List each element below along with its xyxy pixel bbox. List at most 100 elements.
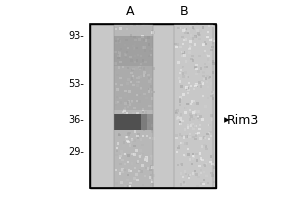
Bar (124, 121, 126, 123)
Bar (204, 164, 206, 167)
Bar (116, 150, 119, 152)
Bar (134, 177, 136, 180)
Bar (132, 117, 134, 120)
Bar (130, 72, 133, 74)
Bar (205, 163, 207, 165)
Bar (183, 136, 185, 139)
Bar (199, 115, 202, 118)
Bar (210, 82, 212, 85)
Bar (179, 117, 182, 119)
Bar (147, 167, 149, 170)
Bar (136, 113, 138, 115)
Bar (142, 153, 144, 156)
Bar (121, 168, 124, 171)
Bar (150, 174, 152, 176)
Bar (203, 67, 206, 70)
Bar (127, 154, 130, 157)
Bar (205, 148, 208, 150)
Bar (208, 24, 210, 27)
Bar (124, 113, 126, 115)
Bar (188, 103, 190, 105)
Bar (130, 81, 132, 83)
Bar (119, 77, 122, 79)
Bar (117, 57, 120, 59)
Bar (177, 116, 179, 119)
Bar (142, 135, 144, 137)
Bar (145, 167, 147, 169)
Bar (189, 109, 191, 111)
Bar (127, 174, 129, 176)
Bar (142, 108, 144, 111)
Bar (199, 124, 202, 126)
Text: 93-: 93- (68, 31, 84, 41)
Bar (199, 81, 201, 84)
Bar (139, 169, 141, 172)
Bar (187, 126, 189, 129)
Bar (188, 177, 190, 179)
Bar (151, 179, 154, 181)
Bar (194, 35, 197, 38)
Bar (206, 35, 209, 37)
Bar (212, 46, 214, 48)
Bar (211, 118, 213, 121)
Bar (187, 89, 189, 91)
Bar (188, 136, 191, 138)
Bar (195, 64, 198, 66)
Bar (134, 107, 136, 109)
Bar (125, 138, 128, 140)
Bar (148, 55, 150, 57)
Bar (189, 158, 191, 161)
Bar (128, 23, 130, 26)
Bar (120, 101, 122, 104)
Bar (184, 183, 186, 185)
Bar (132, 119, 135, 121)
Bar (153, 67, 155, 70)
Bar (119, 54, 122, 57)
Bar (179, 98, 181, 101)
Bar (142, 154, 144, 156)
Bar (124, 44, 126, 46)
Bar (131, 153, 134, 155)
Bar (115, 125, 117, 127)
Bar (202, 159, 204, 161)
Bar (197, 176, 200, 178)
Bar (144, 157, 147, 159)
Bar (190, 115, 193, 118)
Bar (175, 43, 177, 45)
Bar (192, 155, 194, 157)
Bar (143, 46, 146, 49)
Bar (136, 162, 139, 164)
Bar (206, 81, 208, 83)
Bar (184, 155, 186, 157)
Bar (180, 119, 182, 121)
Bar (115, 104, 117, 106)
Bar (194, 125, 197, 127)
Bar (201, 118, 203, 121)
Bar (208, 61, 211, 63)
Bar (179, 96, 182, 99)
Bar (204, 41, 206, 43)
Bar (194, 138, 197, 140)
Bar (116, 101, 118, 104)
Bar (189, 174, 191, 176)
Bar (190, 58, 193, 60)
Bar (179, 123, 182, 125)
Bar (137, 54, 140, 56)
Bar (124, 53, 126, 56)
Bar (122, 153, 124, 155)
Text: 36-: 36- (68, 115, 84, 125)
Bar (131, 100, 133, 102)
Bar (196, 22, 198, 25)
Bar (202, 82, 204, 85)
Bar (135, 67, 138, 70)
Bar (180, 123, 183, 125)
Bar (191, 123, 194, 125)
Bar (143, 119, 146, 121)
Bar (212, 71, 214, 74)
Bar (125, 180, 128, 182)
Bar (212, 38, 214, 41)
Bar (147, 47, 149, 49)
Bar (122, 145, 125, 147)
Bar (208, 132, 210, 134)
Bar (115, 169, 117, 171)
